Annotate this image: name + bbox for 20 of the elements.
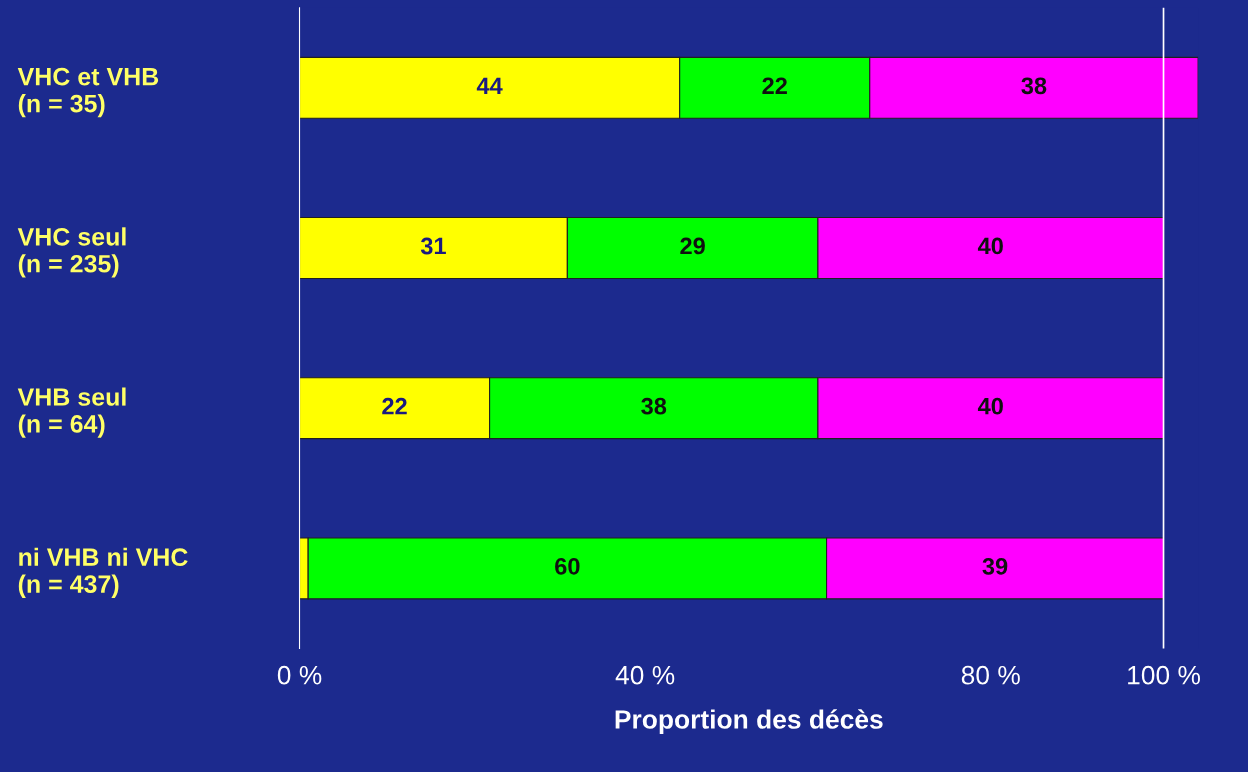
x-axis-title: Proportion des décès <box>615 709 883 735</box>
y-tick-label: VHC et VHB (n = 35) <box>17 67 159 118</box>
x-tick-label: 80 % <box>961 665 1020 685</box>
data-label: 39 <box>982 558 1008 575</box>
y-tick-label: VHC seul (n = 235) <box>17 227 126 278</box>
x-tick-label: 0 % <box>277 665 322 685</box>
y-tick-label: VHB seul (n = 64) <box>17 387 126 438</box>
data-label: 31 <box>420 237 446 255</box>
data-label: 38 <box>641 397 667 415</box>
x-tick-label: 40 % <box>615 665 675 685</box>
data-label: 22 <box>382 397 407 415</box>
data-label: 29 <box>680 237 705 255</box>
y-tick-label: ni VHB ni VHC (n = 437) <box>18 547 188 598</box>
data-label: 40 <box>977 237 1003 255</box>
data-label: 38 <box>1021 77 1047 95</box>
x-tick-label: 100 % <box>1128 665 1200 685</box>
data-label: 22 <box>762 77 787 94</box>
data-label: 60 <box>555 558 580 575</box>
data-label: 40 <box>977 397 1003 415</box>
data-label: 44 <box>476 77 503 94</box>
